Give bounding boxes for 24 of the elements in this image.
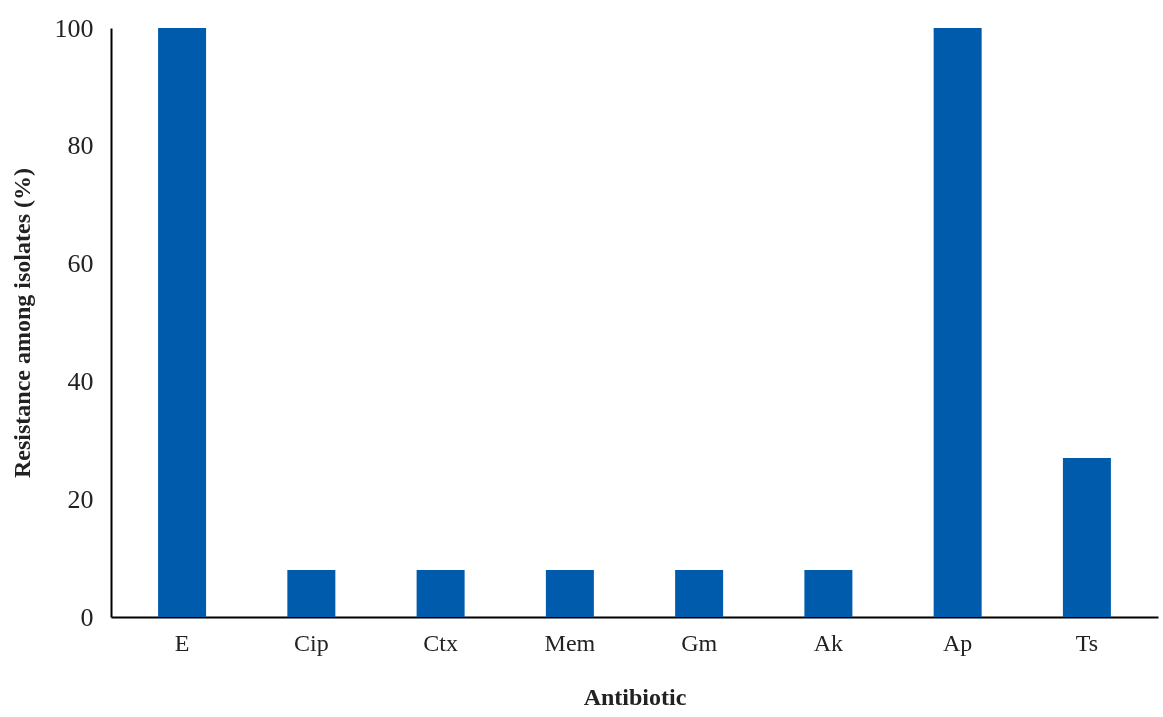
bar [158, 28, 207, 617]
y-tick-label: 60 [67, 249, 94, 279]
y-axis-title: Resistance among isolates (%) [8, 168, 35, 478]
bar [545, 569, 594, 617]
x-tick-label: Ctx [423, 629, 458, 656]
y-tick-label: 80 [67, 131, 94, 161]
x-tick-label: Gm [681, 629, 718, 656]
bar [416, 569, 465, 617]
bar [675, 569, 724, 617]
y-tick-label: 40 [67, 366, 94, 396]
y-tick-label: 20 [67, 484, 94, 514]
bar [1062, 457, 1111, 617]
x-tick-label: Cip [294, 629, 329, 656]
x-tick-label: Mem [544, 629, 596, 656]
x-tick-label: E [174, 629, 190, 656]
y-tick-label: 0 [80, 602, 94, 632]
x-axis-title: Antibiotic [583, 683, 687, 710]
bar [933, 28, 982, 617]
bar [287, 569, 336, 617]
y-tick-label: 100 [54, 13, 94, 43]
x-tick-label: Ak [813, 629, 844, 656]
bar [804, 569, 853, 617]
x-tick-label: Ts [1075, 629, 1099, 656]
x-tick-label: Ap [942, 629, 973, 656]
